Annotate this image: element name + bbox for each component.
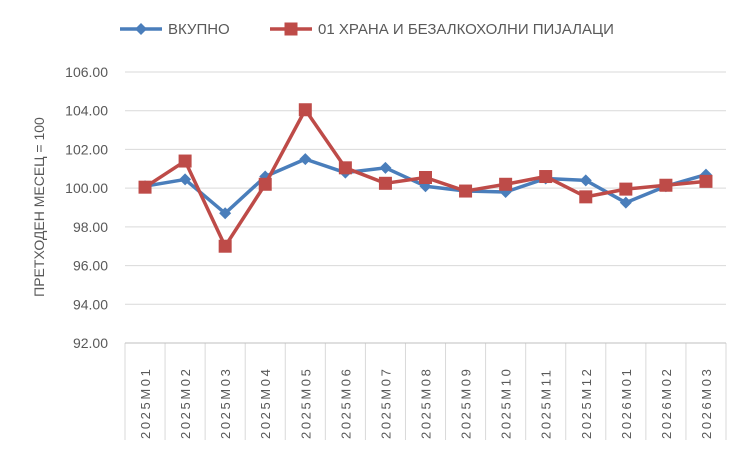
data-point <box>699 174 713 188</box>
x-tick-label: 2025M07 <box>378 367 393 439</box>
series-layer <box>138 103 713 253</box>
x-tick-label: 2025M03 <box>218 367 233 439</box>
x-tick-label: 2026M02 <box>659 367 674 439</box>
x-tick-label: 2025M08 <box>419 367 434 439</box>
x-axis-category-separators <box>124 343 727 440</box>
legend: ВКУПНО 01 ХРАНА И БЕЗАЛКОХОЛНИ ПИЈАЛАЦИ <box>120 21 614 38</box>
data-point <box>219 207 232 220</box>
legend-label: ВКУПНО <box>168 21 230 38</box>
series-2 <box>138 103 713 253</box>
x-tick-label: 2025M01 <box>138 367 153 439</box>
y-tick-label: 96.00 <box>73 258 108 274</box>
data-point <box>459 184 473 198</box>
x-tick-label: 2025M10 <box>499 367 514 439</box>
x-tick-label: 2026M01 <box>619 367 634 439</box>
y-tick-label: 102.00 <box>65 141 108 157</box>
y-tick-label: 106.00 <box>65 64 108 80</box>
data-point <box>539 170 553 184</box>
data-point <box>379 161 392 174</box>
x-tick-label: 2025M11 <box>539 368 554 439</box>
data-point <box>579 174 592 187</box>
data-point <box>218 239 232 253</box>
y-axis-tick-labels: 92.00 94.00 96.00 98.00 100.00 102.00 104.00 10… <box>65 64 108 351</box>
y-tick-label: 92.00 <box>73 335 108 351</box>
x-tick-label: 2025M02 <box>178 367 193 439</box>
data-point <box>178 154 192 168</box>
data-point <box>659 178 673 192</box>
x-tick-label: 2026M03 <box>699 367 714 439</box>
x-tick-label: 2025M12 <box>579 367 594 439</box>
data-point <box>138 180 152 194</box>
data-point <box>499 177 513 191</box>
data-point <box>579 190 593 204</box>
y-tick-label: 98.00 <box>73 219 108 235</box>
data-point <box>338 161 352 175</box>
legend-label: 01 ХРАНА И БЕЗАЛКОХОЛНИ ПИЈАЛАЦИ <box>318 21 614 38</box>
gridlines <box>125 71 726 305</box>
x-axis-tick-labels: 2025M01 2025M02 2025M03 2025M04 2025M05 2025M… <box>138 367 714 439</box>
legend-item: 01 ХРАНА И БЕЗАЛКОХОЛНИ ПИЈАЛАЦИ <box>270 21 614 38</box>
data-point <box>258 177 272 191</box>
legend-item: ВКУПНО <box>120 21 230 38</box>
x-tick-label: 2025M09 <box>459 367 474 439</box>
y-tick-label: 94.00 <box>73 296 108 312</box>
data-point <box>179 173 192 186</box>
y-tick-label: 104.00 <box>65 103 108 119</box>
y-axis-label: ПРЕТХОДЕН МЕСЕЦ = 100 <box>31 117 47 297</box>
data-point <box>619 196 632 209</box>
x-tick-label: 2025M04 <box>258 367 273 439</box>
legend-marker <box>135 23 147 35</box>
data-point <box>378 176 392 190</box>
x-tick-label: 2025M06 <box>338 367 353 439</box>
x-tick-label: 2025M05 <box>298 367 313 439</box>
legend-marker <box>284 22 298 36</box>
data-point <box>298 103 312 117</box>
data-point <box>619 182 633 196</box>
y-tick-label: 100.00 <box>65 180 108 196</box>
data-point <box>419 170 432 184</box>
data-point <box>299 153 312 166</box>
